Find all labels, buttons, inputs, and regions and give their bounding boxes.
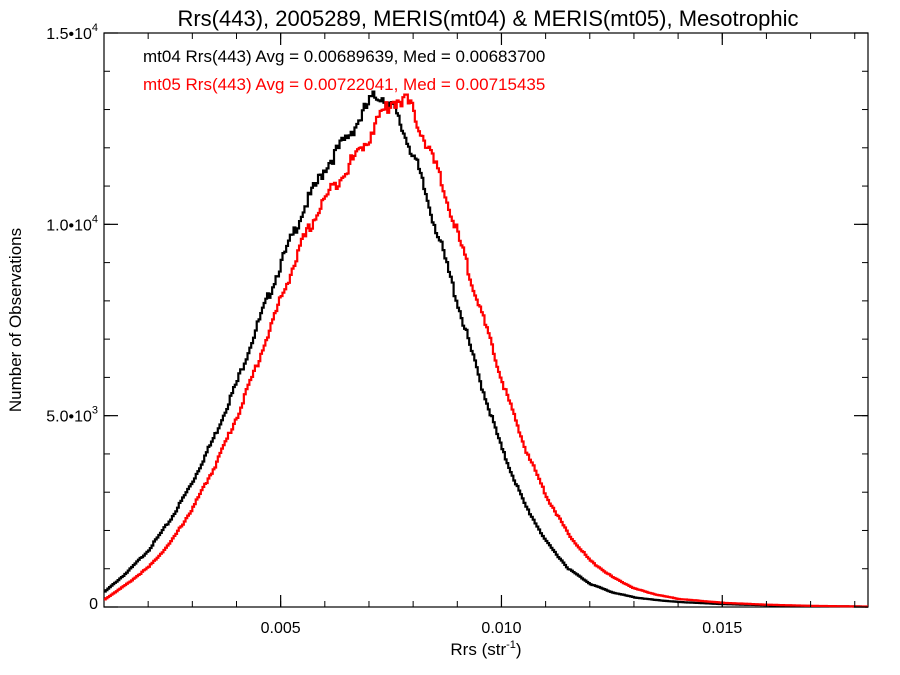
x-tick-label: 0.015 bbox=[702, 620, 742, 637]
series-mt04-histogram bbox=[104, 90, 868, 608]
y-tick-label: 1.0•104 bbox=[46, 213, 98, 234]
plot-frame bbox=[103, 32, 869, 608]
legend-entry-mt04: mt04 Rrs(443) Avg = 0.00689639, Med = 0.… bbox=[143, 47, 545, 66]
chart-title: Rrs(443), 2005289, MERIS(mt04) & MERIS(m… bbox=[177, 6, 798, 31]
x-axis-label: Rrs (str-1) bbox=[450, 639, 521, 659]
x-axis-ticks: 0.005 0.010 0.015 bbox=[103, 33, 856, 637]
legend: mt04 Rrs(443) Avg = 0.00689639, Med = 0.… bbox=[143, 47, 545, 94]
x-tick-label: 0.010 bbox=[481, 620, 521, 637]
y-axis-label: Number of Observations bbox=[6, 228, 25, 412]
y-tick-label: 5.0•103 bbox=[46, 405, 98, 426]
y-tick-label: 1.5•104 bbox=[46, 22, 98, 43]
y-axis-ticks: 0 5.0•103 1.0•104 1.5•104 bbox=[46, 22, 868, 613]
series-mt05-histogram bbox=[104, 93, 868, 608]
y-tick-label: 0 bbox=[89, 596, 98, 613]
x-tick-label: 0.005 bbox=[261, 620, 301, 637]
legend-entry-mt05: mt05 Rrs(443) Avg = 0.00722041, Med = 0.… bbox=[143, 75, 545, 94]
x-axis-label-close: ) bbox=[516, 640, 522, 659]
x-axis-label-main: Rrs (str bbox=[450, 640, 506, 659]
series-layer bbox=[104, 90, 868, 608]
x-axis-label-superscript: -1 bbox=[506, 639, 516, 651]
